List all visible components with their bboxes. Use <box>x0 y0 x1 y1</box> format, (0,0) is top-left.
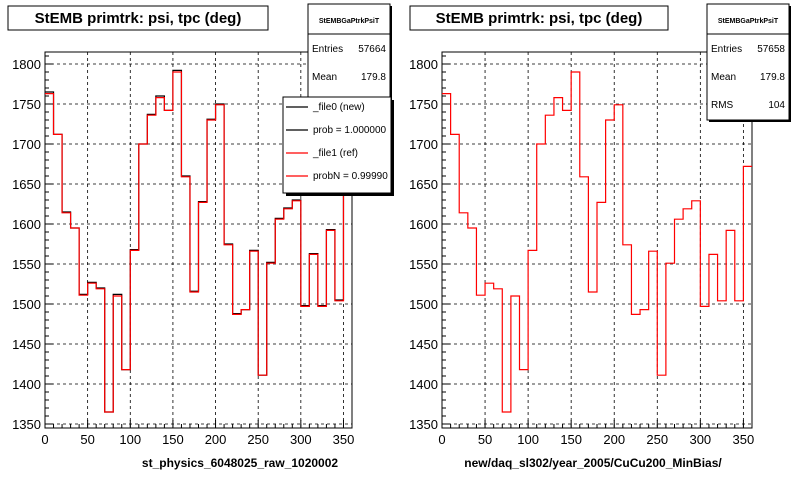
x-tick-label: 0 <box>41 432 48 447</box>
stats-value: 179.8 <box>361 72 386 83</box>
chart-title: StEMB primtrk: psi, tpc (deg) <box>35 10 242 27</box>
x-tick-label: 200 <box>603 432 625 447</box>
chart-panel-1: 0 50 100 150 200 250 300 350 1350 1400 1450 1500 155… <box>7 3 394 470</box>
x-tick-label: 50 <box>80 432 94 447</box>
y-tick-label: 1650 <box>12 177 41 192</box>
chart-panel-2: 0 50 100 150 200 250 300 350 1350 1400 1450 1500 155… <box>409 3 791 470</box>
stats-label: Mean <box>711 72 736 83</box>
y-tick-label: 1750 <box>409 97 438 112</box>
legend-entry: _file1 (ref) <box>312 148 358 159</box>
stats-value: 57658 <box>757 44 785 55</box>
stats-value: 179.8 <box>760 72 785 83</box>
x-tick-label: 150 <box>560 432 582 447</box>
x-tick-label: 150 <box>162 432 184 447</box>
y-tick-label: 1450 <box>409 337 438 352</box>
stats-name: StEMBGaPtrkPsiT <box>718 18 779 25</box>
legend-box <box>282 96 392 194</box>
legend-entry: _file0 (new) <box>312 102 365 113</box>
stats-box <box>706 3 790 121</box>
y-tick-label: 1550 <box>12 257 41 272</box>
legend-entry: prob = 1.000000 <box>313 125 387 136</box>
x-tick-label: 350 <box>333 432 355 447</box>
y-tick-label: 1700 <box>409 137 438 152</box>
stats-label: Entries <box>711 44 742 55</box>
y-tick-label: 1450 <box>12 337 41 352</box>
y-tick-label: 1500 <box>12 297 41 312</box>
x-axis-label: st_physics_6048025_raw_1020002 <box>142 456 338 470</box>
legend-entry: probN = 0.99990 <box>313 171 388 182</box>
y-tick-label: 1550 <box>409 257 438 272</box>
x-tick-label: 200 <box>205 432 227 447</box>
stats-value: 57664 <box>358 44 386 55</box>
x-tick-label: 300 <box>290 432 312 447</box>
y-tick-label: 1800 <box>409 57 438 72</box>
y-tick-label: 1800 <box>12 57 41 72</box>
title-box <box>7 5 269 31</box>
chart-title: StEMB primtrk: psi, tpc (deg) <box>436 10 643 27</box>
y-tick-label: 1750 <box>12 97 41 112</box>
x-tick-label: 100 <box>119 432 141 447</box>
x-axis-label: new/daq_sl302/year_2005/CuCu200_MinBias/ <box>464 456 722 470</box>
y-tick-label: 1400 <box>12 377 41 392</box>
x-tick-label: 300 <box>689 432 711 447</box>
stats-value: 104 <box>768 100 785 111</box>
x-tick-label: 50 <box>478 432 492 447</box>
y-tick-label: 1350 <box>409 417 438 432</box>
x-tick-label: 100 <box>517 432 539 447</box>
y-tick-label: 1700 <box>12 137 41 152</box>
y-tick-label: 1400 <box>409 377 438 392</box>
x-tick-label: 0 <box>438 432 445 447</box>
y-tick-label: 1500 <box>409 297 438 312</box>
y-tick-label: 1600 <box>409 217 438 232</box>
stats-label: Mean <box>312 72 337 83</box>
histogram-series-1 <box>442 71 752 413</box>
histogram-series-2 <box>45 71 352 413</box>
y-tick-label: 1650 <box>409 177 438 192</box>
y-tick-label: 1600 <box>12 217 41 232</box>
title-box <box>409 5 669 31</box>
x-tick-label: 250 <box>646 432 668 447</box>
x-tick-label: 350 <box>733 432 755 447</box>
stats-label: Entries <box>312 44 343 55</box>
y-tick-label: 1350 <box>12 417 41 432</box>
stats-label: RMS <box>711 100 734 111</box>
stats-name: StEMBGaPtrkPsiT <box>319 18 380 25</box>
x-tick-label: 250 <box>247 432 269 447</box>
